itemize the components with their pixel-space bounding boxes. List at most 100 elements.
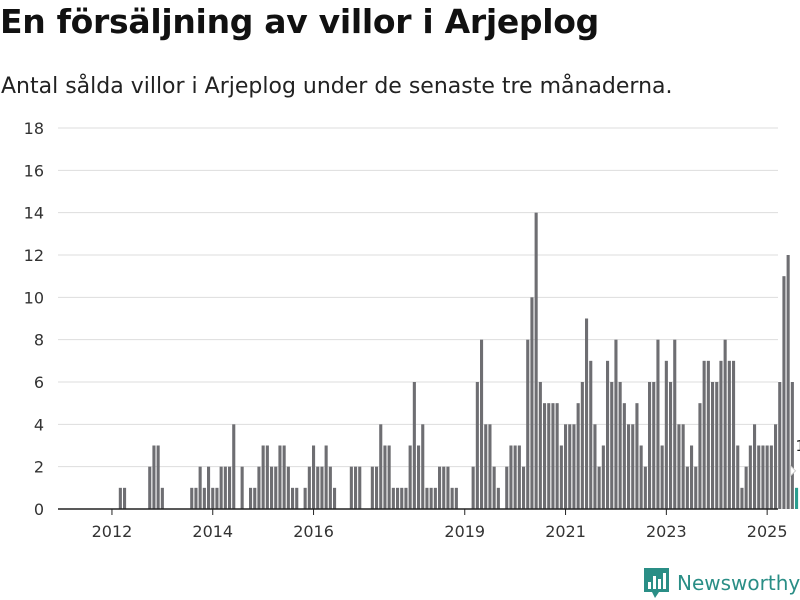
bar <box>610 382 614 509</box>
bar <box>396 487 400 509</box>
bar <box>694 466 698 509</box>
latest-value-label: 1 <box>796 437 800 455</box>
bar <box>555 403 559 509</box>
bar <box>568 424 572 509</box>
bar <box>702 360 706 509</box>
bar <box>316 466 320 509</box>
bar <box>417 445 421 509</box>
bar <box>740 487 744 509</box>
bar <box>652 382 656 509</box>
y-tick-label: 0 <box>34 500 44 519</box>
bar <box>732 360 736 509</box>
bar <box>265 445 269 509</box>
x-tick-label: 2014 <box>192 522 233 541</box>
bar <box>303 487 307 509</box>
bar <box>446 466 450 509</box>
bar <box>593 424 597 509</box>
bar <box>488 424 492 509</box>
bar <box>387 445 391 509</box>
bar <box>727 360 731 509</box>
bar <box>400 487 404 509</box>
bar <box>433 487 437 509</box>
bar <box>320 466 324 509</box>
bar <box>211 487 215 509</box>
bar <box>522 466 526 509</box>
bar <box>685 466 689 509</box>
bar <box>736 445 740 509</box>
bar <box>643 466 647 509</box>
x-tick-label: 2021 <box>545 522 586 541</box>
bar <box>723 339 727 509</box>
bar <box>438 466 442 509</box>
bar <box>295 487 299 509</box>
x-tick-label: 2023 <box>646 522 687 541</box>
bar <box>391 487 395 509</box>
bar <box>194 487 198 509</box>
bar <box>404 487 408 509</box>
bar <box>673 339 677 509</box>
bar <box>442 466 446 509</box>
bar <box>509 445 513 509</box>
bar <box>517 445 521 509</box>
chart-subtitle: Antal sålda villor i Arjeplog under de s… <box>1 74 673 99</box>
bar <box>589 360 593 509</box>
bar <box>408 445 412 509</box>
bar <box>270 466 274 509</box>
bar <box>257 466 261 509</box>
bar <box>429 487 433 509</box>
bar <box>580 382 584 509</box>
bar <box>375 466 379 509</box>
bar <box>312 445 316 509</box>
brand-name: Newsworthy <box>677 571 800 595</box>
bar <box>622 403 626 509</box>
bar <box>790 382 794 509</box>
bar <box>496 487 500 509</box>
bar <box>606 360 610 509</box>
y-tick-label: 12 <box>24 246 44 265</box>
annotations: 1 <box>790 437 800 478</box>
bar <box>513 445 517 509</box>
bar <box>240 466 244 509</box>
bar <box>286 466 290 509</box>
bar <box>253 487 257 509</box>
bar <box>618 382 622 509</box>
bar <box>585 318 589 509</box>
bar <box>219 466 223 509</box>
gridlines <box>58 127 778 468</box>
bar <box>547 403 551 509</box>
bar <box>551 403 555 509</box>
bar <box>597 466 601 509</box>
bar <box>160 487 164 509</box>
bar <box>215 487 219 509</box>
y-tick-label: 4 <box>34 415 44 434</box>
bar <box>715 382 719 509</box>
bar <box>333 487 337 509</box>
bar <box>198 466 202 509</box>
bar <box>664 360 668 509</box>
bar <box>769 445 773 509</box>
x-tick-label: 2019 <box>444 522 485 541</box>
bar <box>261 445 265 509</box>
bar <box>450 487 454 509</box>
footer: Newsworthy <box>644 568 800 598</box>
bar <box>228 466 232 509</box>
y-axis-labels: 0 2 4 6 8 10 12 14 16 18 <box>24 119 44 519</box>
bar <box>765 445 769 509</box>
bar <box>677 424 681 509</box>
bar <box>278 445 282 509</box>
bar <box>744 466 748 509</box>
bar <box>601 445 605 509</box>
bar <box>698 403 702 509</box>
x-tick-label: 2025 <box>747 522 788 541</box>
y-tick-label: 18 <box>24 119 44 138</box>
bar <box>774 424 778 509</box>
bar <box>152 445 156 509</box>
x-tick-label: 2016 <box>293 522 334 541</box>
bar <box>614 339 618 509</box>
bar <box>379 424 383 509</box>
bar-latest <box>795 487 799 509</box>
annotation-pointer-icon <box>790 464 797 478</box>
bar <box>425 487 429 509</box>
bar <box>786 255 790 509</box>
bar <box>627 424 631 509</box>
